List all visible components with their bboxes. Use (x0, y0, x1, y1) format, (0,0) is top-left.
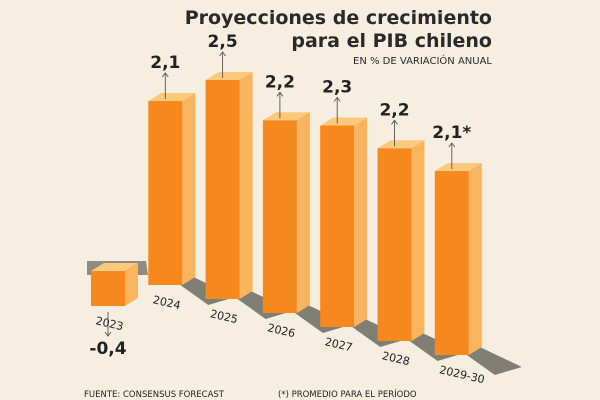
bar-side-face (296, 112, 310, 313)
bar (205, 72, 253, 299)
bar-front-face (262, 120, 297, 313)
bar (377, 140, 425, 341)
bar-front-face (148, 101, 183, 285)
bar-top-face (377, 140, 425, 149)
value-label: 2,2 (265, 72, 295, 92)
chart-title-line1: Proyecciones de crecimiento (185, 7, 492, 29)
value-arrow-head (333, 96, 341, 102)
value-arrow-head (219, 51, 226, 57)
year-label: 2023 (94, 314, 124, 333)
value-arrow-head (448, 142, 456, 148)
period-footnote: (*) PROMEDIO PARA EL PERÍODO (278, 388, 417, 400)
bar (148, 93, 196, 285)
bar-top-face (91, 263, 138, 271)
value-label: 2,5 (208, 32, 238, 52)
value-label: -0,4 (89, 339, 126, 359)
bar-front-face (434, 171, 469, 355)
value-arrow-head (104, 331, 112, 337)
value-label: 2,3 (322, 78, 352, 98)
bar-side-face (125, 263, 138, 306)
year-label: 2024 (152, 293, 182, 312)
value-arrows (104, 51, 456, 337)
source-note: FUENTE: CONSENSUS FORECAST (84, 390, 225, 400)
bar-side-face (182, 93, 196, 285)
bar (262, 112, 310, 313)
bar (91, 263, 138, 307)
chart-title-line2: para el PIB chileno (291, 30, 492, 52)
year-label: 2028 (381, 349, 411, 368)
year-label: 2029-30 (438, 363, 486, 386)
value-label: 2,1 (150, 53, 180, 73)
bar-side-face (468, 163, 482, 355)
year-label: 2027 (324, 335, 354, 354)
value-arrow-head (391, 119, 398, 125)
bar-top-face (148, 93, 196, 101)
bar-top-face (320, 117, 368, 126)
bars-group (91, 72, 482, 355)
chart-subtitle: EN % DE VARIACIÓN ANUAL (353, 54, 492, 67)
year-label: 2026 (266, 321, 296, 340)
bar-top-face (262, 112, 310, 121)
value-arrow-head (276, 91, 284, 97)
bar-shadow (466, 347, 522, 375)
bar-side-face (411, 140, 425, 341)
bar-side-face (354, 117, 368, 327)
bar-front-face (205, 80, 240, 299)
bar-top-face (205, 72, 253, 80)
value-labels-group: -0,4 2,1 2,5 2,2 2,3 2,2 2,1* (89, 32, 471, 359)
value-label: 2,1* (432, 123, 471, 143)
bar-front-face (377, 148, 412, 341)
bar-front-face (320, 125, 355, 328)
value-arrow-head (161, 72, 169, 78)
bar-front-face (91, 271, 125, 307)
bar (434, 163, 482, 355)
bar (320, 117, 368, 328)
bar-side-face (239, 72, 253, 299)
year-label: 2025 (209, 307, 239, 326)
bar-top-face (434, 163, 482, 171)
value-label: 2,2 (379, 100, 409, 120)
